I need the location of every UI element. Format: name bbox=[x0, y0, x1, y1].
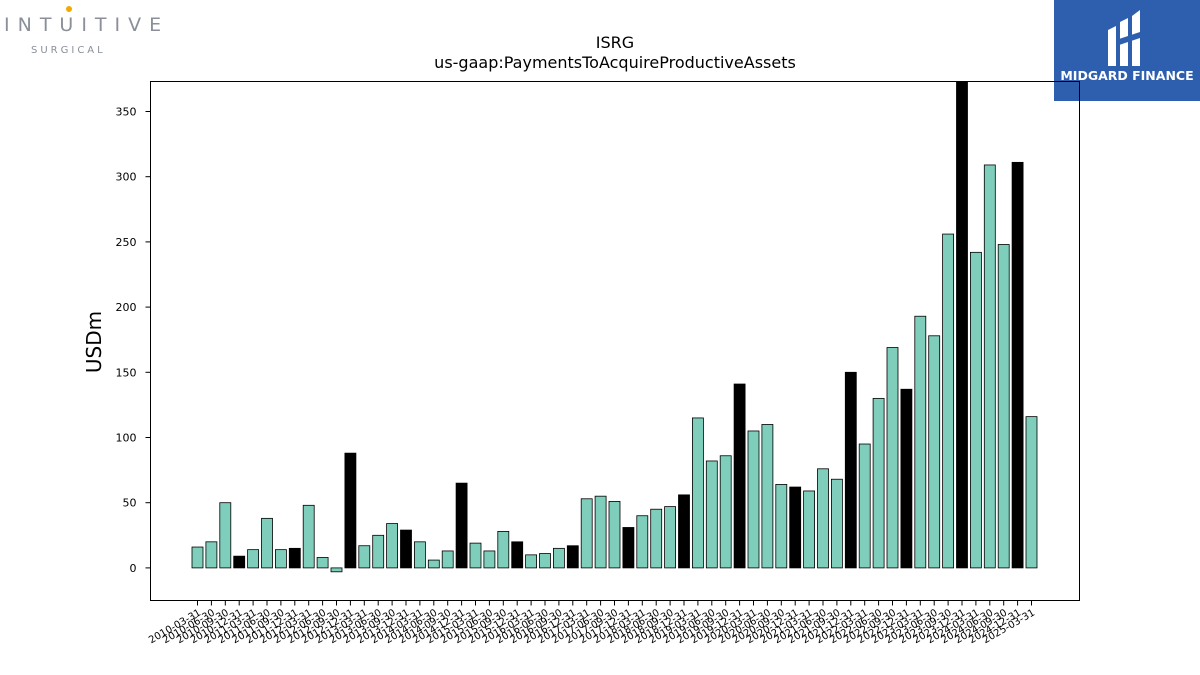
y-tick-label: 0 bbox=[130, 562, 137, 575]
bar-2020-03-31 bbox=[747, 430, 760, 569]
bar-2013-06-30 bbox=[372, 534, 385, 569]
plot-frame bbox=[150, 81, 1080, 601]
bar-2022-09-30 bbox=[886, 347, 899, 569]
y-tick-label: 300 bbox=[116, 171, 137, 184]
bar-2021-06-30 bbox=[817, 468, 829, 569]
bar-2014-06-30 bbox=[427, 559, 440, 569]
bar-2020-09-30 bbox=[775, 484, 788, 569]
bar-2020-12-31 bbox=[789, 486, 802, 569]
bars-layer bbox=[191, 81, 1038, 573]
bar-2024-12-31 bbox=[1011, 161, 1024, 569]
bar-2019-03-31 bbox=[692, 417, 704, 569]
bar-2015-03-31 bbox=[469, 542, 482, 569]
bar-2017-06-30 bbox=[594, 495, 607, 569]
bar-2021-09-30 bbox=[831, 478, 843, 569]
bar-2015-09-30 bbox=[497, 530, 510, 569]
bar-2012-06-30 bbox=[316, 557, 329, 569]
bar-2011-03-31 bbox=[247, 549, 260, 569]
bar-2022-12-31 bbox=[900, 388, 913, 569]
bar-2023-06-30 bbox=[928, 335, 941, 569]
bar-2012-09-30 bbox=[330, 567, 343, 573]
x-axis: 2010-03-312010-06-302010-09-302010-12-31… bbox=[147, 600, 1037, 646]
bar-2012-03-31 bbox=[302, 504, 315, 569]
bar-2019-09-30 bbox=[719, 455, 732, 569]
bar-2020-06-30 bbox=[761, 424, 774, 569]
bar-2015-12-31 bbox=[511, 541, 524, 569]
bar-2021-12-31 bbox=[844, 371, 857, 569]
bar-2014-03-31 bbox=[413, 541, 426, 569]
bar-2018-03-31 bbox=[636, 515, 649, 569]
bar-2010-03-31 bbox=[191, 546, 204, 569]
y-tick-label: 50 bbox=[123, 497, 137, 510]
bar-2013-03-31 bbox=[358, 545, 371, 569]
bar-2018-12-31 bbox=[678, 494, 690, 569]
bar-2016-03-31 bbox=[525, 554, 537, 569]
bar-2018-09-30 bbox=[664, 506, 676, 569]
y-axis: 0 50 100 150 200 250 300 350 bbox=[116, 105, 151, 575]
bar-2023-12-31 bbox=[956, 81, 968, 569]
y-axis-label: USDm bbox=[82, 311, 106, 373]
bar-2024-06-30 bbox=[983, 164, 996, 569]
bar-2014-09-30 bbox=[441, 550, 454, 569]
logo-subword: SURGICAL bbox=[31, 45, 106, 56]
bar-2017-12-31 bbox=[622, 527, 635, 569]
y-tick-label: 250 bbox=[116, 236, 137, 249]
chart-subtitle: us-gaap:PaymentsToAcquireProductiveAsset… bbox=[434, 53, 796, 72]
bar-2023-09-30 bbox=[942, 233, 954, 569]
bar-2019-06-30 bbox=[705, 460, 718, 569]
y-tick-label: 200 bbox=[116, 301, 137, 314]
y-tick-label: 350 bbox=[116, 105, 137, 118]
midgard-finance-logo: MIDGARD FINANCE bbox=[1054, 0, 1200, 101]
bar-2021-03-31 bbox=[803, 490, 815, 569]
bar-2024-03-31 bbox=[970, 251, 982, 569]
bar-2011-09-30 bbox=[274, 549, 287, 569]
bar-2016-09-30 bbox=[553, 547, 565, 569]
bar-2012-12-31 bbox=[344, 452, 357, 569]
bar-2015-06-30 bbox=[483, 550, 496, 569]
bar-2011-12-31 bbox=[288, 547, 301, 569]
logo-wordmark: INTUITIVE bbox=[4, 14, 170, 36]
midgard-monogram-icon bbox=[1108, 10, 1140, 66]
intuitive-surgical-logo: INTUITIVE SURGICAL bbox=[4, 4, 161, 60]
chart-title: ISRG bbox=[596, 33, 634, 52]
y-tick-label: 150 bbox=[116, 366, 137, 379]
bar-2016-12-31 bbox=[566, 545, 579, 569]
bar-2013-12-31 bbox=[400, 529, 412, 569]
bar-2011-06-30 bbox=[261, 517, 273, 569]
bar-2010-12-31 bbox=[233, 555, 246, 569]
bar-2017-09-30 bbox=[608, 500, 621, 569]
bar-2019-12-31 bbox=[733, 383, 746, 569]
bar-2010-09-30 bbox=[219, 502, 232, 569]
bar-2022-03-31 bbox=[858, 443, 871, 569]
bar-2022-06-30 bbox=[872, 397, 885, 569]
bar-2024-09-30 bbox=[997, 244, 1010, 569]
bar-2025-03-31 bbox=[1025, 416, 1038, 569]
midgard-brand-name: MIDGARD FINANCE bbox=[1060, 68, 1194, 83]
bar-2016-06-30 bbox=[539, 553, 551, 569]
bar-2013-09-30 bbox=[386, 523, 399, 569]
bar-2017-03-31 bbox=[580, 498, 593, 569]
logo-dot-icon bbox=[66, 6, 72, 12]
y-tick-label: 100 bbox=[116, 431, 137, 444]
bar-2023-03-31 bbox=[914, 315, 927, 569]
bar-2014-12-31 bbox=[455, 482, 468, 569]
bar-2010-06-30 bbox=[205, 541, 218, 569]
bar-2018-06-30 bbox=[650, 508, 663, 569]
